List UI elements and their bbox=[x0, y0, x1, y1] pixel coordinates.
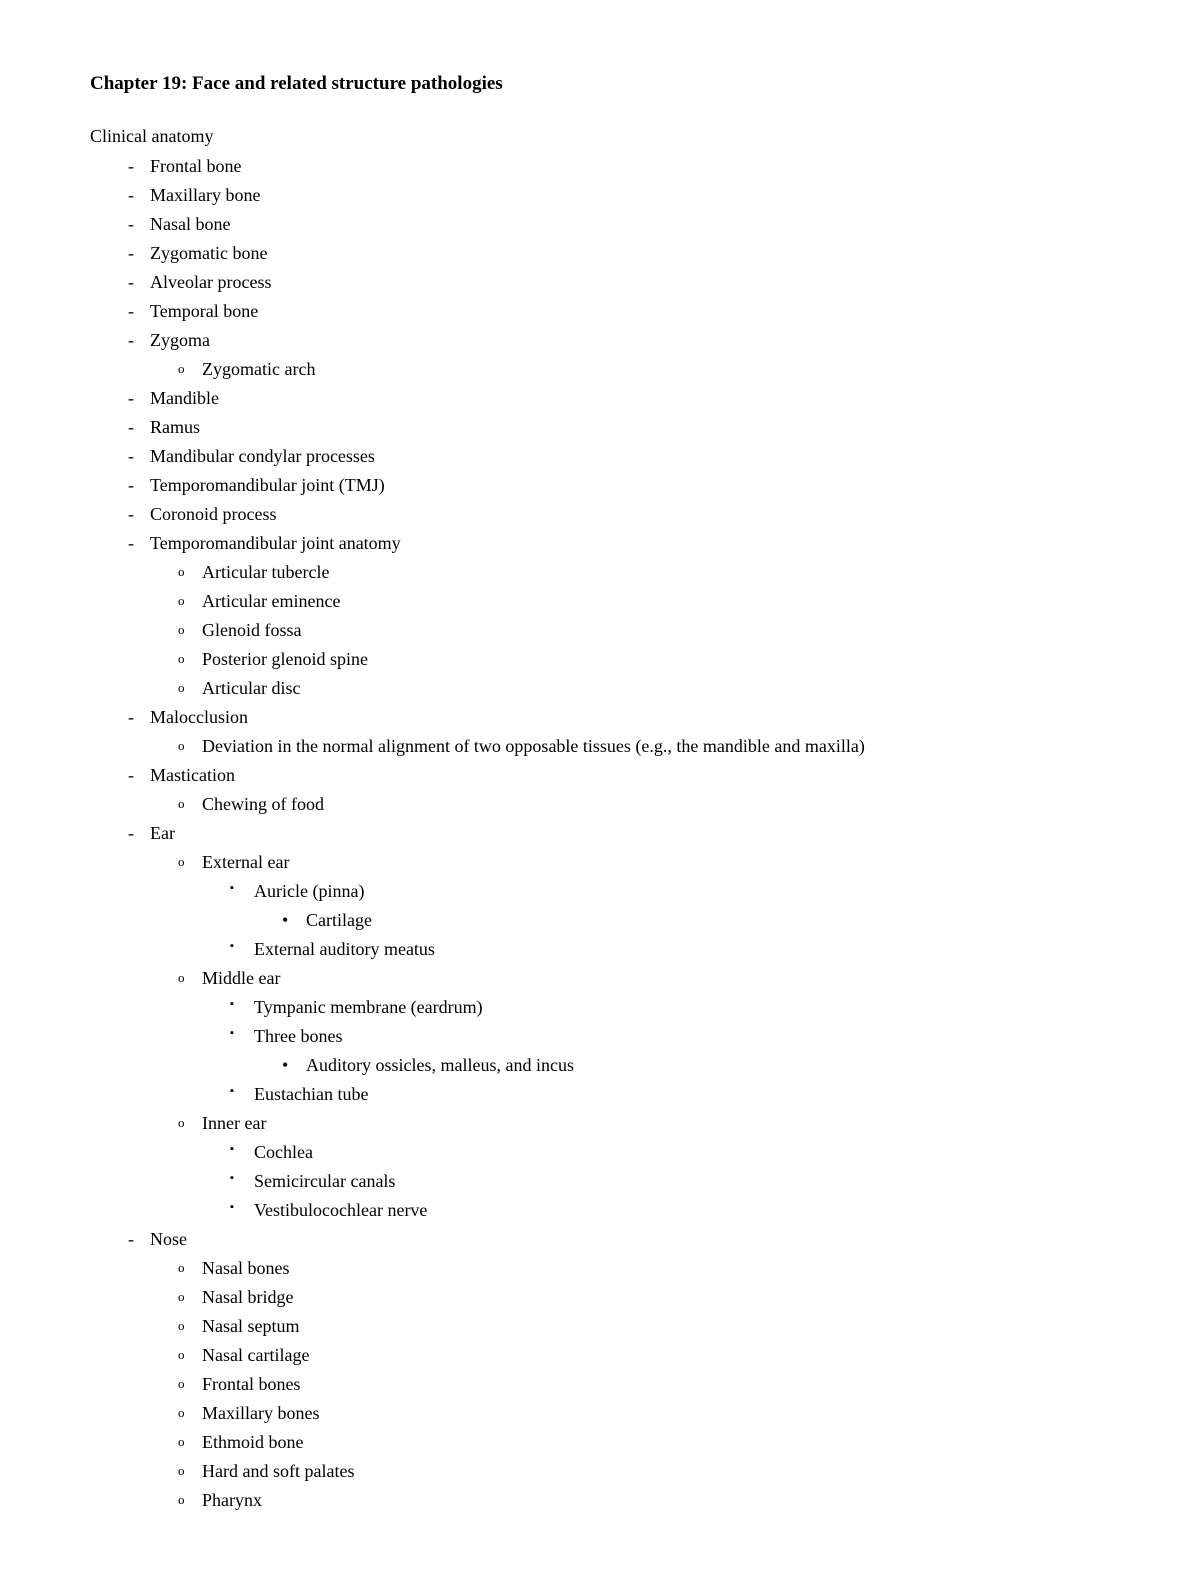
list-item: Ear bbox=[90, 819, 1110, 848]
list-item: Nose bbox=[90, 1225, 1110, 1254]
list-item: Articular eminence bbox=[90, 587, 1110, 616]
list-item: Nasal septum bbox=[90, 1312, 1110, 1341]
list-item: Frontal bones bbox=[90, 1370, 1110, 1399]
list-item: Alveolar process bbox=[90, 268, 1110, 297]
list-item: Nasal bones bbox=[90, 1254, 1110, 1283]
outline-list: Frontal boneMaxillary boneNasal boneZygo… bbox=[90, 152, 1110, 1515]
list-item: Ethmoid bone bbox=[90, 1428, 1110, 1457]
list-item: External ear bbox=[90, 848, 1110, 877]
list-item: Cochlea bbox=[90, 1138, 1110, 1167]
list-item: Mandibular condylar processes bbox=[90, 442, 1110, 471]
list-item: Pharynx bbox=[90, 1486, 1110, 1515]
list-item: Inner ear bbox=[90, 1109, 1110, 1138]
section-subtitle: Clinical anatomy bbox=[90, 123, 1110, 150]
list-item: Zygomatic arch bbox=[90, 355, 1110, 384]
list-item: Maxillary bones bbox=[90, 1399, 1110, 1428]
list-item: Zygoma bbox=[90, 326, 1110, 355]
list-item: Malocclusion bbox=[90, 703, 1110, 732]
list-item: External auditory meatus bbox=[90, 935, 1110, 964]
list-item: Nasal bridge bbox=[90, 1283, 1110, 1312]
list-item: Nasal bone bbox=[90, 210, 1110, 239]
list-item: Auricle (pinna) bbox=[90, 877, 1110, 906]
list-item: Mastication bbox=[90, 761, 1110, 790]
list-item: Maxillary bone bbox=[90, 181, 1110, 210]
list-item: Middle ear bbox=[90, 964, 1110, 993]
list-item: Posterior glenoid spine bbox=[90, 645, 1110, 674]
list-item: Tympanic membrane (eardrum) bbox=[90, 993, 1110, 1022]
list-item: Auditory ossicles, malleus, and incus bbox=[90, 1051, 1110, 1080]
list-item: Mandible bbox=[90, 384, 1110, 413]
list-item: Eustachian tube bbox=[90, 1080, 1110, 1109]
list-item: Coronoid process bbox=[90, 500, 1110, 529]
list-item: Semicircular canals bbox=[90, 1167, 1110, 1196]
list-item: Glenoid fossa bbox=[90, 616, 1110, 645]
list-item: Articular tubercle bbox=[90, 558, 1110, 587]
list-item: Hard and soft palates bbox=[90, 1457, 1110, 1486]
chapter-title: Chapter 19: Face and related structure p… bbox=[90, 70, 1110, 99]
list-item: Deviation in the normal alignment of two… bbox=[90, 732, 1110, 761]
list-item: Temporomandibular joint (TMJ) bbox=[90, 471, 1110, 500]
list-item: Vestibulocochlear nerve bbox=[90, 1196, 1110, 1225]
list-item: Articular disc bbox=[90, 674, 1110, 703]
list-item: Cartilage bbox=[90, 906, 1110, 935]
list-item: Nasal cartilage bbox=[90, 1341, 1110, 1370]
list-item: Frontal bone bbox=[90, 152, 1110, 181]
list-item: Zygomatic bone bbox=[90, 239, 1110, 268]
list-item: Three bones bbox=[90, 1022, 1110, 1051]
list-item: Ramus bbox=[90, 413, 1110, 442]
list-item: Temporomandibular joint anatomy bbox=[90, 529, 1110, 558]
list-item: Temporal bone bbox=[90, 297, 1110, 326]
list-item: Chewing of food bbox=[90, 790, 1110, 819]
